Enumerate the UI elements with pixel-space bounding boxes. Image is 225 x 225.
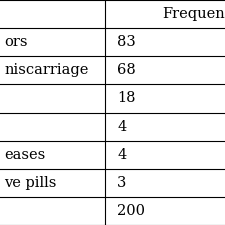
Text: 18: 18 <box>117 91 135 106</box>
Text: ors: ors <box>4 35 28 49</box>
Text: niscarriage: niscarriage <box>4 63 89 77</box>
Text: 83: 83 <box>117 35 136 49</box>
Text: 68: 68 <box>117 63 136 77</box>
Text: 3: 3 <box>117 176 126 190</box>
Text: 200: 200 <box>117 204 145 218</box>
Text: 4: 4 <box>117 119 126 134</box>
Text: eases: eases <box>4 148 46 162</box>
Text: ve pills: ve pills <box>4 176 57 190</box>
Text: Frequency: Frequency <box>162 7 225 21</box>
Text: 4: 4 <box>117 148 126 162</box>
